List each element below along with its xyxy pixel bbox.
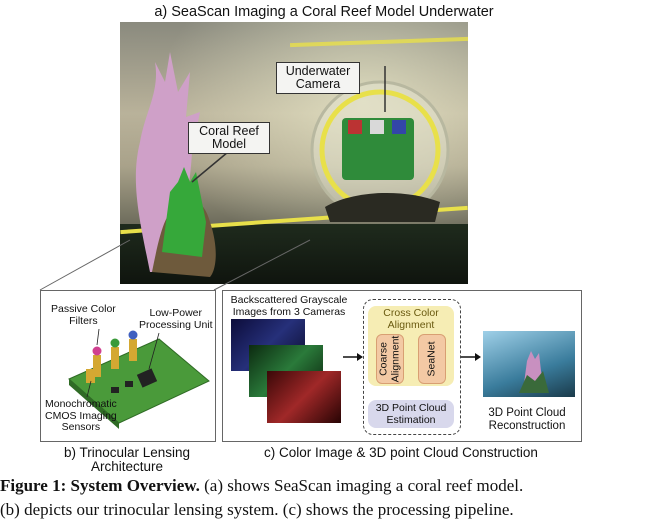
underwater-camera xyxy=(310,80,450,222)
point-cloud-output xyxy=(483,331,575,397)
coral-label: Coral Reef Model xyxy=(188,122,270,154)
sensors-label: Monochromatic CMOS Imaging Sensors xyxy=(45,398,117,433)
panel-c-caption: c) Color Image & 3D point Cloud Construc… xyxy=(264,445,538,460)
filters-label: Passive Color Filters xyxy=(51,303,116,327)
point-cloud-estimation: 3D Point Cloud Estimation xyxy=(368,400,454,428)
panel-a-title: a) SeaScan Imaging a Coral Reef Model Un… xyxy=(154,4,494,20)
input-images-label: Backscattered Grayscale Images from 3 Cam… xyxy=(230,294,348,318)
processing-stage: Cross Color Alignment Coarse Alignment Sea… xyxy=(363,299,461,435)
seanet: SeaNet xyxy=(418,334,446,384)
red-channel-image xyxy=(267,371,341,423)
zoom-lines xyxy=(39,239,311,291)
camera-label: Underwater Camera xyxy=(276,62,360,94)
trinocular-board xyxy=(68,328,210,429)
reconstruction-scene xyxy=(519,351,549,393)
cross-color-alignment: Cross Color Alignment Coarse Alignment Sea… xyxy=(368,306,454,386)
processing-label: Low-Power Processing Unit xyxy=(139,307,213,331)
panel-b-caption: b) Trinocular Lensing Architecture xyxy=(63,445,191,474)
photo-scene xyxy=(135,52,450,277)
reconstruction-label: 3D Point Cloud Reconstruction xyxy=(488,407,566,432)
coral-reef-photo: Underwater Camera Coral Reef Model xyxy=(120,22,468,284)
figure-caption-line-1: Figure 1: System Overview. (a) shows Sea… xyxy=(0,476,524,495)
figure-caption-line-2: (b) depicts our trinocular lensing syste… xyxy=(0,500,514,519)
panel-c: Backscattered Grayscale Images from 3 Cam… xyxy=(222,290,582,442)
coral-reef-model xyxy=(135,52,216,277)
pipeline-arrows xyxy=(343,353,481,361)
panel-b: Passive Color Filters Low-Power Processing… xyxy=(40,290,216,442)
coarse-alignment: Coarse Alignment xyxy=(376,334,404,384)
